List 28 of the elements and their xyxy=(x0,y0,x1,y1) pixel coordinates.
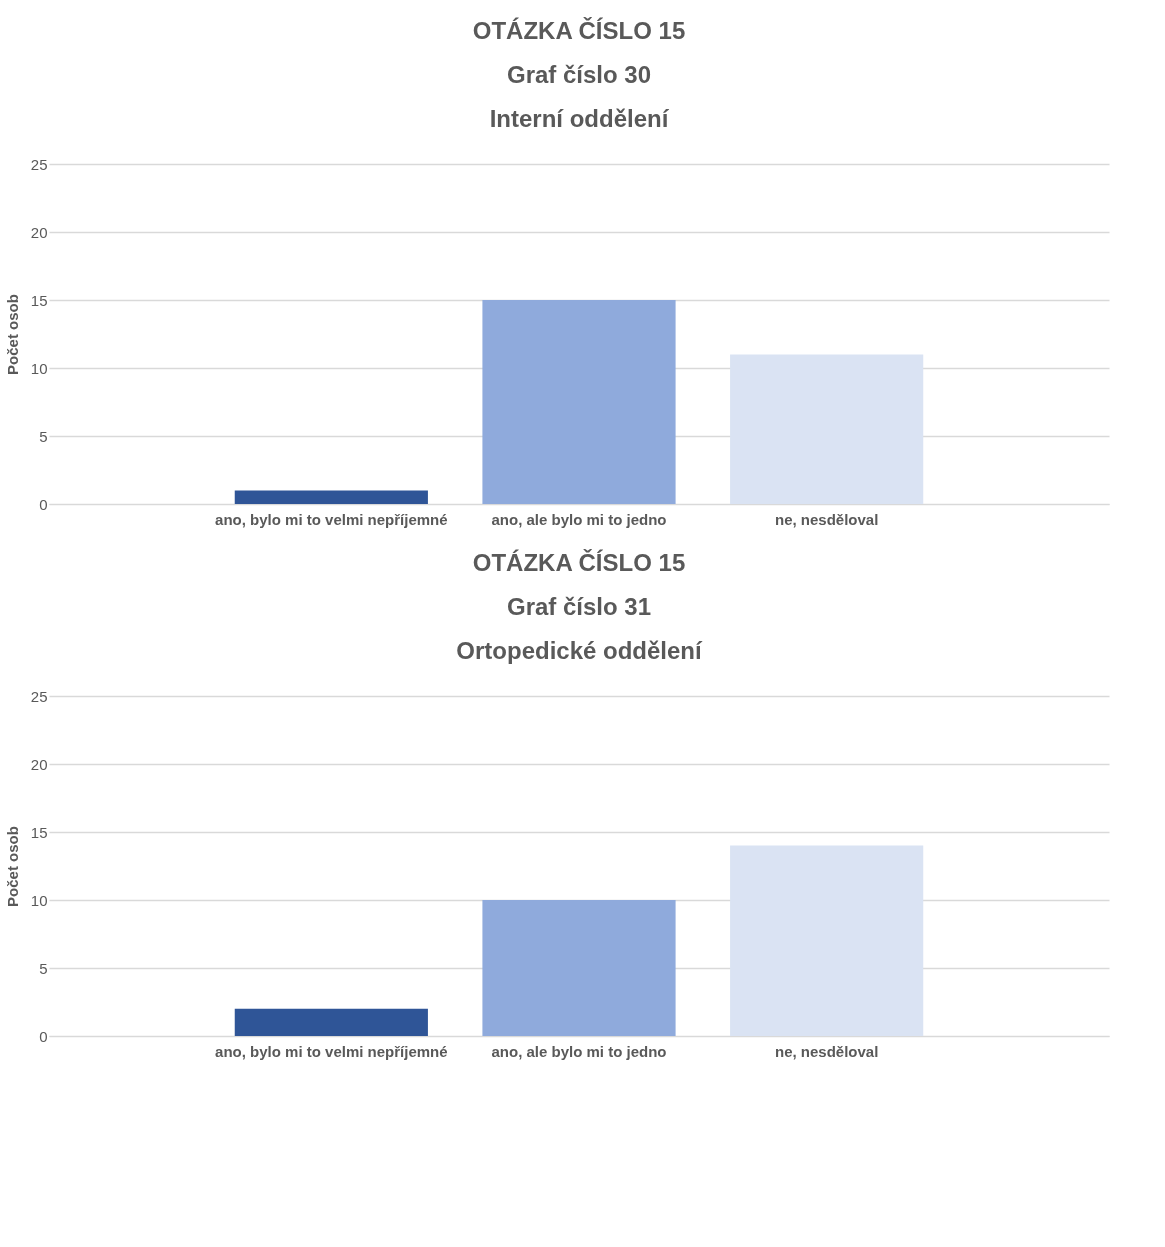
y-tick-label: 5 xyxy=(39,959,48,977)
y-tick-label: 20 xyxy=(30,755,48,773)
y-tick-label: 15 xyxy=(30,291,48,309)
y-tick-label: 0 xyxy=(39,495,48,513)
x-tick-label: ano, bylo mi to velmi nepříjemné xyxy=(215,1042,448,1060)
y-tick-label: 5 xyxy=(39,427,48,445)
bar xyxy=(234,490,428,504)
bar xyxy=(482,300,676,504)
y-tick-label: 10 xyxy=(30,359,48,377)
chart-title: OTÁZKA ČÍSLO 15 Graf číslo 30 Interní oddělení xyxy=(472,17,686,132)
x-tick-label: ano, ale bylo mi to jedno xyxy=(491,1042,667,1060)
y-tick-label: 25 xyxy=(30,155,48,173)
y-tick-label: 10 xyxy=(30,891,48,909)
x-tick-label: ano, ale bylo mi to jedno xyxy=(491,510,667,528)
x-tick-label: ne, nesděloval xyxy=(774,1042,879,1060)
y-axis-title: Počet osob xyxy=(3,826,21,907)
y-tick-label: 20 xyxy=(30,223,48,241)
chart-title: OTÁZKA ČÍSLO 15 Graf číslo 31 Ortopedické oddělení xyxy=(456,549,704,664)
bar xyxy=(234,1008,428,1036)
y-tick-label: 15 xyxy=(30,823,48,841)
y-tick-label: 25 xyxy=(30,687,48,705)
x-tick-label: ano, bylo mi to velmi nepříjemné xyxy=(215,510,448,528)
bar xyxy=(730,845,924,1036)
bar xyxy=(482,900,676,1036)
x-tick-label: ne, nesděloval xyxy=(774,510,879,528)
y-tick-label: 0 xyxy=(39,1027,48,1045)
y-axis-title: Počet osob xyxy=(3,294,21,375)
bar xyxy=(730,354,924,504)
